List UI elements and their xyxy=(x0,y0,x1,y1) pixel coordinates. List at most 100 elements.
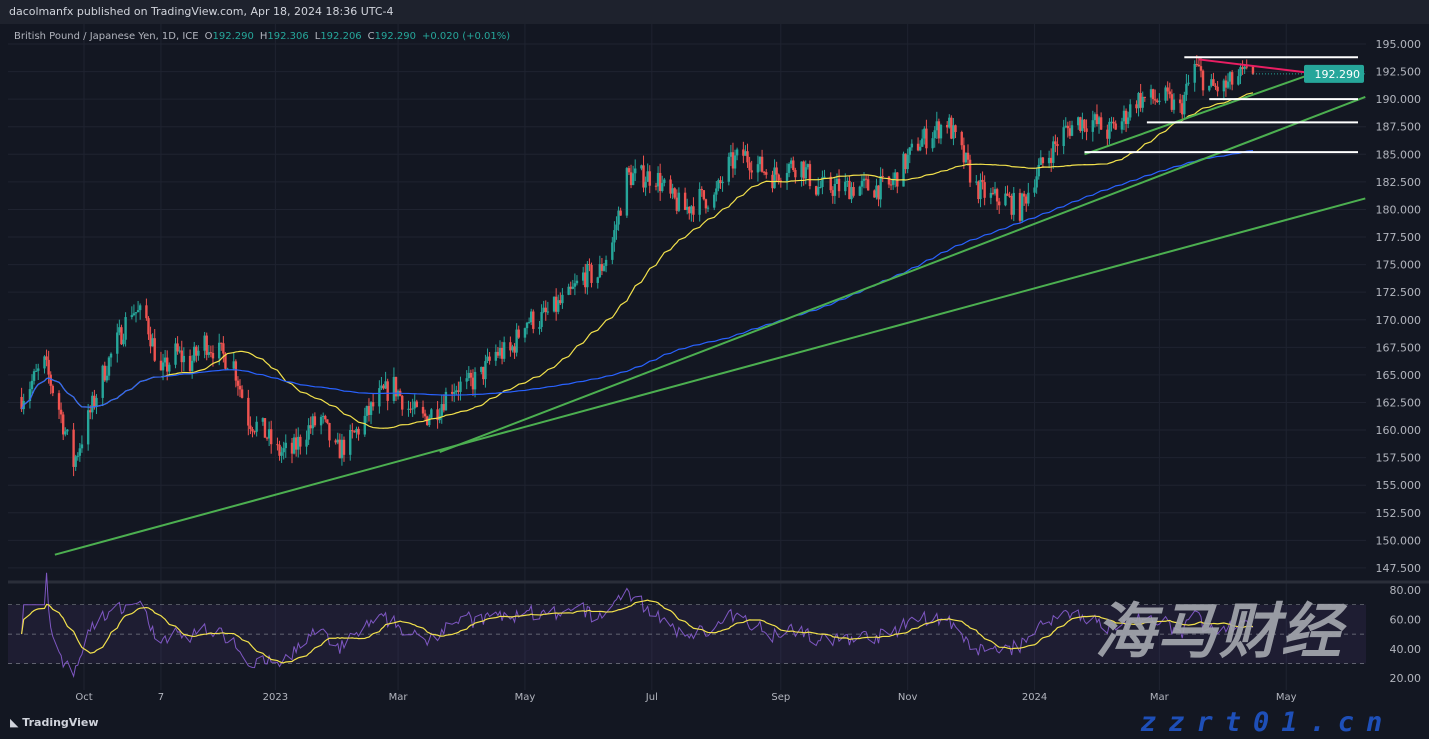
candle-body xyxy=(278,444,281,456)
candle xyxy=(975,175,978,186)
candle-body xyxy=(1022,193,1026,197)
candle xyxy=(442,394,446,413)
candle xyxy=(193,341,196,363)
candle-body xyxy=(758,156,762,165)
candle xyxy=(1228,71,1232,90)
candle-body xyxy=(363,415,366,435)
candle-body xyxy=(800,161,803,178)
candle-body xyxy=(205,335,208,355)
candle-body xyxy=(1135,104,1138,109)
candle xyxy=(349,424,352,461)
candle-body xyxy=(251,429,254,432)
candle-body xyxy=(496,351,500,356)
candle-body xyxy=(190,360,194,372)
candle-body xyxy=(176,343,179,352)
candle-body xyxy=(916,143,920,151)
symbol-legend: British Pound / Japanese Yen, 1D, ICE O19… xyxy=(14,31,510,42)
candle-body xyxy=(132,313,136,316)
candle-body xyxy=(1018,192,1022,221)
candle-body xyxy=(188,355,192,372)
candle-body xyxy=(309,425,312,429)
candle-body xyxy=(833,183,837,196)
candle xyxy=(80,435,84,453)
candle-body xyxy=(64,431,67,435)
candle-body xyxy=(829,176,832,191)
candle-body xyxy=(746,151,749,163)
candle xyxy=(240,385,244,399)
candle xyxy=(76,452,79,461)
candle-body xyxy=(1195,63,1198,65)
candle xyxy=(837,169,841,198)
candle-body xyxy=(831,190,834,196)
candle-body xyxy=(1041,157,1045,164)
candle xyxy=(860,175,864,195)
candle xyxy=(401,394,404,416)
candle xyxy=(455,385,458,395)
candle xyxy=(203,331,206,359)
candle xyxy=(573,273,577,296)
candle xyxy=(596,276,599,289)
candle-body xyxy=(261,418,265,422)
candle-body xyxy=(509,342,512,351)
candle-body xyxy=(918,146,922,151)
candle-body xyxy=(484,361,487,380)
candle xyxy=(858,185,862,196)
candle-body xyxy=(265,437,269,439)
candle xyxy=(195,345,198,363)
candle xyxy=(105,365,109,383)
candle xyxy=(1168,82,1171,99)
candle-body xyxy=(937,121,941,139)
candle-body xyxy=(161,362,165,371)
time-tick: 2024 xyxy=(1022,692,1047,703)
candle-body xyxy=(394,376,398,397)
candle xyxy=(28,381,32,409)
candle-body xyxy=(226,368,229,370)
candle xyxy=(582,266,585,286)
price-tick: 180.000 xyxy=(1376,203,1422,216)
candle-body xyxy=(407,408,410,410)
price-tick: 170.000 xyxy=(1376,314,1422,327)
candle xyxy=(979,173,982,208)
candle xyxy=(392,367,396,404)
candle-body xyxy=(232,361,235,369)
candle-body xyxy=(473,371,477,390)
candle-body xyxy=(32,371,36,381)
candle-body xyxy=(1181,103,1184,115)
candle xyxy=(619,207,622,216)
candle-body xyxy=(765,172,768,175)
candle-body xyxy=(515,329,518,353)
candle-body xyxy=(779,180,782,182)
candle-body xyxy=(1091,120,1094,132)
candle-body xyxy=(166,357,169,372)
candle xyxy=(634,159,637,181)
candle-body xyxy=(382,385,385,389)
candle xyxy=(255,416,258,437)
candle xyxy=(960,130,963,150)
candle xyxy=(32,368,36,385)
candle xyxy=(276,437,279,451)
candle-body xyxy=(413,401,416,409)
rsi-tick: 40.00 xyxy=(1390,643,1422,656)
candle xyxy=(1108,118,1111,145)
candle-body xyxy=(351,430,354,432)
candle-body xyxy=(355,428,358,433)
candle xyxy=(1027,182,1030,207)
tradingview-logo[interactable]: ◣ TradingView xyxy=(10,716,99,729)
candle-body xyxy=(378,388,381,407)
candle xyxy=(51,384,54,397)
candle xyxy=(1008,191,1011,198)
price-tick: 185.000 xyxy=(1376,148,1422,161)
candle-body xyxy=(785,172,789,182)
candle xyxy=(686,198,689,215)
candle-body xyxy=(305,439,308,447)
candle xyxy=(642,155,645,193)
candle-body xyxy=(1079,117,1082,131)
candle-body xyxy=(931,138,934,149)
rsi-tick: 20.00 xyxy=(1390,672,1422,685)
candle xyxy=(205,332,208,361)
candle xyxy=(488,352,491,365)
candle xyxy=(1110,116,1113,132)
candle xyxy=(904,153,907,174)
candle-body xyxy=(494,351,498,361)
